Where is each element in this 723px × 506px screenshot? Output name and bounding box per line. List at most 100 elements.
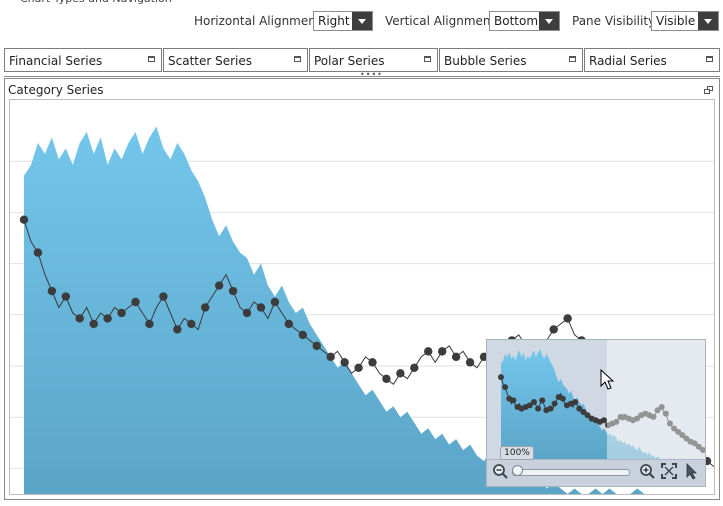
tab-label: Financial Series bbox=[9, 54, 103, 68]
line-marker bbox=[451, 352, 461, 362]
maximize-icon[interactable] bbox=[706, 56, 713, 62]
line-marker bbox=[75, 314, 84, 323]
line-marker bbox=[424, 347, 433, 356]
line-marker bbox=[563, 314, 572, 323]
line-marker bbox=[117, 308, 126, 318]
line-marker bbox=[510, 397, 517, 404]
line-marker bbox=[410, 363, 419, 373]
line-marker bbox=[173, 325, 182, 334]
line-marker bbox=[340, 358, 349, 367]
horizontal-alignment-value: Right bbox=[318, 14, 350, 28]
zoom-slider-thumb[interactable] bbox=[512, 465, 523, 476]
line-marker bbox=[33, 248, 43, 257]
line-marker bbox=[382, 374, 391, 383]
line-marker bbox=[650, 413, 657, 420]
chevron-down-icon[interactable] bbox=[698, 12, 718, 30]
horizontal-alignment-select[interactable]: Right bbox=[313, 11, 373, 31]
splitter-grip-icon[interactable]: •••• bbox=[360, 70, 383, 79]
zoom-in-icon[interactable] bbox=[639, 463, 657, 481]
line-marker bbox=[312, 341, 321, 351]
fit-to-screen-icon[interactable] bbox=[661, 463, 677, 479]
area-series bbox=[24, 126, 714, 494]
maximize-icon[interactable] bbox=[424, 56, 431, 62]
pane-splitter[interactable]: •••• bbox=[4, 70, 720, 79]
line-marker bbox=[256, 303, 266, 312]
horizontal-alignment-label: Horizontal Alignment bbox=[194, 14, 321, 28]
line-marker bbox=[242, 308, 252, 318]
line-marker bbox=[617, 413, 624, 420]
tab-bubble-series[interactable]: Bubble Series bbox=[439, 48, 583, 72]
line-marker bbox=[89, 319, 98, 329]
pane-title: Category Series bbox=[8, 83, 104, 97]
tab-radial-series[interactable]: Radial Series bbox=[584, 48, 720, 72]
zoom-slider-track[interactable] bbox=[512, 469, 630, 476]
line-marker bbox=[576, 405, 583, 412]
line-marker bbox=[675, 428, 682, 435]
vertical-alignment-label: Vertical Alignment bbox=[385, 14, 496, 28]
line-marker bbox=[354, 363, 363, 373]
vertical-alignment-select[interactable]: Bottom bbox=[489, 11, 560, 31]
maximize-icon[interactable] bbox=[569, 56, 576, 62]
chart-area[interactable] bbox=[9, 99, 715, 495]
line-marker bbox=[683, 435, 690, 442]
line-marker bbox=[19, 215, 29, 224]
line-marker bbox=[695, 443, 702, 450]
line-marker bbox=[270, 297, 280, 307]
line-marker bbox=[634, 415, 640, 422]
tab-financial-series[interactable]: Financial Series bbox=[4, 48, 162, 72]
chevron-down-icon[interactable] bbox=[539, 12, 559, 30]
maximize-icon[interactable] bbox=[148, 56, 155, 62]
chevron-down-icon[interactable] bbox=[352, 12, 372, 30]
category-chart[interactable] bbox=[10, 100, 714, 494]
line-marker bbox=[326, 352, 335, 362]
line-marker bbox=[547, 405, 554, 412]
preview-area-series bbox=[501, 349, 705, 460]
line-marker bbox=[368, 358, 377, 367]
line-marker bbox=[539, 397, 546, 404]
preview-window-shade bbox=[607, 340, 705, 460]
line-marker bbox=[535, 405, 542, 412]
tab-label: Scatter Series bbox=[168, 54, 253, 68]
header-clipped-text: Chart Types and Navigation bbox=[0, 0, 723, 4]
maximize-icon[interactable] bbox=[294, 56, 301, 62]
line-marker bbox=[47, 286, 57, 296]
line-marker bbox=[526, 402, 533, 409]
line-marker bbox=[666, 420, 673, 427]
line-marker bbox=[498, 374, 504, 381]
tab-polar-series[interactable]: Polar Series bbox=[309, 48, 438, 72]
line-marker bbox=[601, 417, 608, 424]
line-marker bbox=[159, 292, 168, 301]
line-marker bbox=[572, 399, 579, 405]
series-tabs: Financial Series Scatter Series Polar Se… bbox=[4, 48, 720, 72]
tab-label: Polar Series bbox=[314, 54, 385, 68]
line-marker bbox=[187, 319, 196, 329]
pane-visibility-select[interactable]: Visible bbox=[651, 11, 719, 31]
line-marker bbox=[530, 399, 537, 405]
tab-scatter-series[interactable]: Scatter Series bbox=[163, 48, 308, 72]
line-marker bbox=[613, 418, 620, 425]
line-marker bbox=[549, 325, 558, 334]
line-marker bbox=[465, 358, 475, 367]
pointer-icon[interactable] bbox=[685, 463, 699, 480]
line-marker bbox=[679, 432, 686, 439]
toolbar: Horizontal Alignment Right Vertical Alig… bbox=[0, 11, 723, 33]
mouse-cursor-icon bbox=[600, 369, 615, 390]
pane-visibility-value: Visible bbox=[656, 14, 696, 28]
tab-label: Radial Series bbox=[589, 54, 667, 68]
line-marker bbox=[691, 440, 698, 447]
line-marker bbox=[103, 314, 112, 323]
line-marker bbox=[654, 407, 661, 414]
line-marker bbox=[437, 347, 447, 356]
tab-label: Bubble Series bbox=[444, 54, 527, 68]
preview-chart[interactable] bbox=[487, 340, 705, 460]
line-marker bbox=[580, 408, 587, 415]
zoom-level-badge: 100% bbox=[500, 446, 534, 460]
line-marker bbox=[584, 412, 591, 419]
pane-visibility-label: Pane Visibility bbox=[572, 14, 656, 28]
restore-icon[interactable] bbox=[704, 86, 713, 94]
line-marker bbox=[61, 292, 71, 301]
line-marker bbox=[551, 400, 558, 407]
line-marker bbox=[298, 330, 307, 340]
zoom-out-icon[interactable] bbox=[492, 463, 510, 481]
line-marker bbox=[662, 410, 669, 417]
